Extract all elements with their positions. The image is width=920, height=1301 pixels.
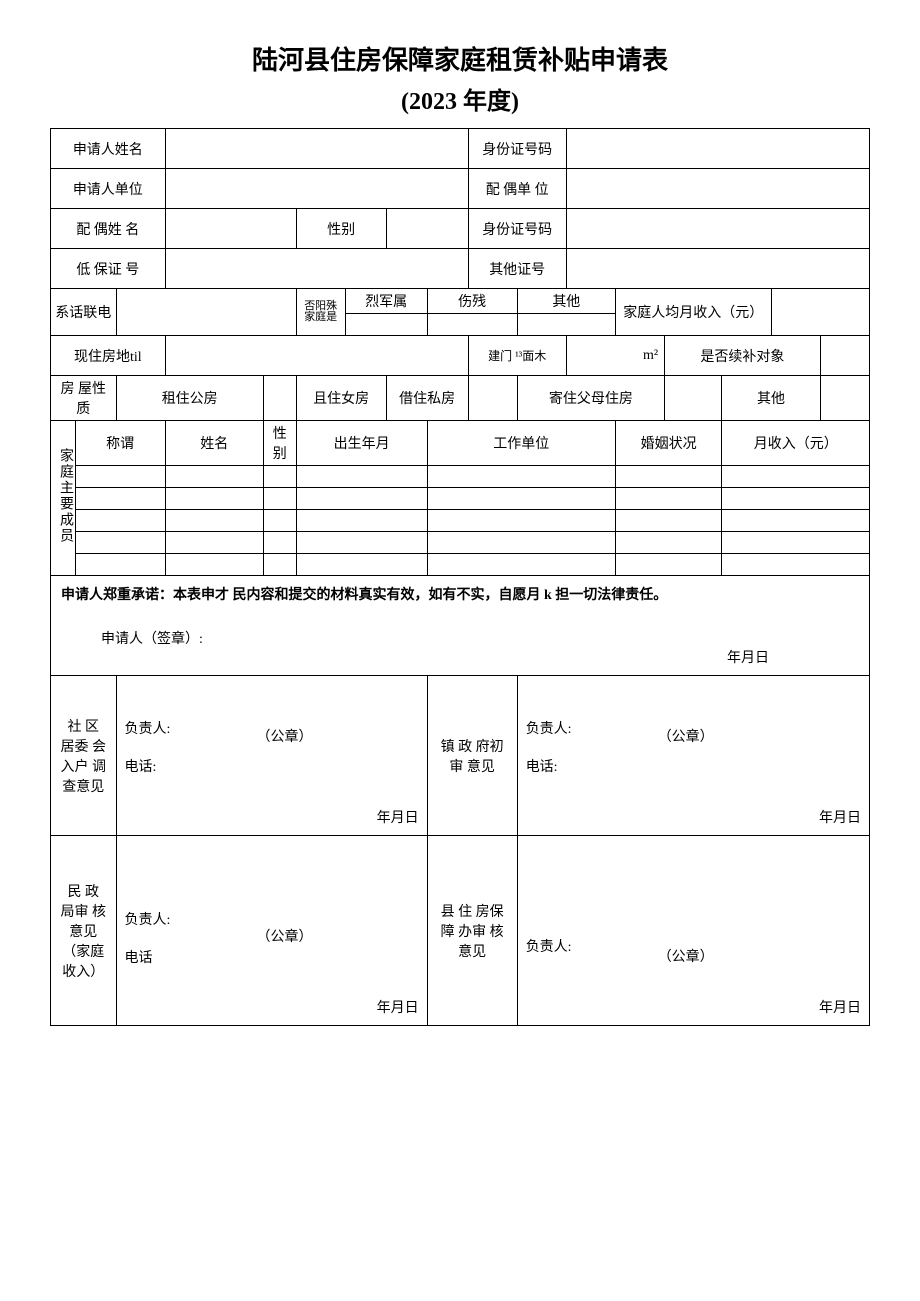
label-gender: 性别 [296,209,386,249]
field-community-opinion[interactable]: 负责人: （公章） 电话: 年月日 [116,676,427,836]
label-live-parents: 寄住父母住房 [517,376,664,421]
declaration-text: 申请人郑重承诺：本表申才 民内容和提交的材料真实有效，如有不实，自愿月 k 担一… [61,584,859,604]
field-disabled[interactable] [427,314,517,336]
label-id-number: 身份证号码 [468,129,566,169]
field-applicant-name[interactable] [165,129,468,169]
label-disabled: 伤残 [427,289,517,314]
member-row[interactable] [51,488,870,510]
field-town-opinion[interactable]: 负责人: （公章） 电话: 年月日 [517,676,869,836]
hdr-unit: 工作单位 [427,421,615,466]
label-house-other: 其他 [722,376,820,421]
label-town-opinion: 镇 政 府初 审 意见 [427,676,517,836]
field-area[interactable]: m² [566,336,664,376]
label-house-nature: 房 屋性 质 [51,376,117,421]
field-phone[interactable] [116,289,296,336]
label-income: 家庭人均月收入（元） [615,289,771,336]
label-renewal: 是否续补对象 [665,336,821,376]
field-other-cat[interactable] [517,314,615,336]
label-family-members: 家庭主要成员 [51,421,76,576]
label-other-cert: 其他证号 [468,249,566,289]
member-row[interactable] [51,554,870,576]
member-row[interactable] [51,532,870,554]
label-borrow-private: 借住私房 [386,376,468,421]
label-civil-opinion: 民 政 局审 核 意见（家庭收入） [51,836,117,1026]
label-rent-public: 租住公房 [116,376,263,421]
field-spouse-id[interactable] [566,209,869,249]
field-live-parents[interactable] [665,376,722,421]
field-civil-opinion[interactable]: 负责人: （公章） 电话 年月日 [116,836,427,1026]
label-rent-private: 且住女房 [296,376,386,421]
field-spouse-unit[interactable] [566,169,869,209]
field-spouse-name[interactable] [165,209,296,249]
sign-date: 年月日 [727,647,769,667]
application-form: 申请人姓名 身份证号码 申请人单位 配 偶单 位 配 偶姓 名 性别 身份证号码… [50,128,870,1026]
label-phone: 系话联电 [51,289,117,336]
field-income[interactable] [771,289,869,336]
hdr-income: 月收入（元） [722,421,870,466]
field-gender[interactable] [386,209,468,249]
hdr-relation: 称谓 [75,421,165,466]
label-housing-opinion: 县 住 房保 障 办审 核 意见 [427,836,517,1026]
label-applicant-name: 申请人姓名 [51,129,166,169]
field-house-other[interactable] [820,376,869,421]
label-spouse-name: 配 偶姓 名 [51,209,166,249]
label-other-cat: 其他 [517,289,615,314]
member-row[interactable] [51,510,870,532]
hdr-name: 姓名 [165,421,263,466]
member-row[interactable] [51,466,870,488]
label-community-opinion: 社 区 居委 会 入户 调 查意见 [51,676,117,836]
label-applicant-unit: 申请人单位 [51,169,166,209]
hdr-birth: 出生年月 [296,421,427,466]
label-spouse-id: 身份证号码 [468,209,566,249]
field-other-cert[interactable] [566,249,869,289]
field-applicant-unit[interactable] [165,169,468,209]
field-address[interactable] [165,336,468,376]
applicant-sign-label: 申请人（签章）: [101,628,859,648]
label-area: 建门 ¹³面木 [468,336,566,376]
field-dibao[interactable] [165,249,468,289]
label-martyr: 烈军属 [345,289,427,314]
field-housing-opinion[interactable]: 负责人: （公章） 年月日 [517,836,869,1026]
field-id-number[interactable] [566,129,869,169]
hdr-gender: 性别 [263,421,296,466]
label-special-family: 否阳殊家庭是 [296,289,345,336]
declaration-block: 申请人郑重承诺：本表申才 民内容和提交的材料真实有效，如有不实，自愿月 k 担一… [51,576,870,676]
field-renewal[interactable] [820,336,869,376]
page-subtitle: (2023 年度) [50,81,870,116]
field-rent-public[interactable] [263,376,296,421]
field-borrow-private[interactable] [468,376,517,421]
hdr-marriage: 婚姻状况 [615,421,721,466]
field-martyr[interactable] [345,314,427,336]
label-dibao: 低 保证 号 [51,249,166,289]
label-spouse-unit: 配 偶单 位 [468,169,566,209]
page-title: 陆河县住房保障家庭租赁补贴申请表 [50,40,870,77]
label-address: 现住房地til [51,336,166,376]
